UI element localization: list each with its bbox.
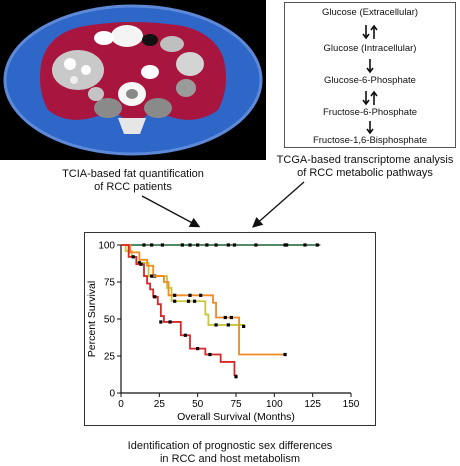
censor-mark [150,274,154,278]
survival-curve-3 [121,244,286,356]
ct-scan-image [0,0,266,160]
censor-mark [139,262,143,266]
pathway-box: Glucose (Extracellular) Glucose (Intrace… [284,2,456,148]
y-tick-label: 75 [104,278,116,289]
censor-mark [188,243,192,247]
y-tick-label: 100 [98,241,115,252]
y-tick-label: 50 [104,315,116,326]
bottom-caption: Identification of prognostic sex differe… [90,440,370,466]
censor-mark [226,243,230,247]
arrow-right-to-chart [252,181,305,228]
censor-mark [180,243,184,247]
censor-mark [283,352,287,357]
censor-mark [303,243,307,247]
x-tick-label: 75 [230,399,242,410]
tcga-caption-line1: TCGA-based transcriptome analysis [276,154,454,166]
censor-mark [254,243,258,247]
censor-mark [142,243,146,247]
x-axis-label: Overall Survival (Months) [177,411,295,423]
x-tick-label: 150 [343,399,360,410]
censor-mark [173,299,177,303]
tcga-caption-line2: of RCC metabolic pathways [297,167,433,179]
censor-mark [285,243,289,247]
censor-mark [226,323,230,327]
km-chart-panel: 0 25 50 75 100 0 25 50 75 100 125 150 Overall Survi… [84,232,376,426]
censor-mark [205,243,209,247]
x-tick-label: 100 [266,399,283,410]
censor-mark [168,320,172,324]
reversible-arrow-icon [285,89,455,110]
bottom-caption-line1: Identification of prognostic sex differe… [127,440,333,452]
censor-mark [223,315,227,320]
censor-mark [196,347,200,351]
x-tick-label: 50 [192,399,204,410]
ct-caption-line1: TCIA-based fat quantification [62,168,204,180]
tcga-caption: TCGA-based transcriptome analysis of RCC… [270,154,460,180]
pathway-node-glucose-intracellular: Glucose (Intracellular) [323,43,417,54]
censor-mark [160,243,164,247]
censor-mark [153,295,157,299]
ct-caption: TCIA-based fat quantification of RCC pat… [38,168,228,194]
pathway-node-fructose-6-phosphate: Fructose-6-Phosphate [323,107,417,118]
censor-mark [234,375,238,379]
forward-arrow-icon [285,120,455,138]
ct-caption-line2: of RCC patients [94,181,172,193]
reversible-arrow-icon [285,23,455,44]
x-tick-label: 0 [118,399,124,410]
censor-mark [315,243,319,247]
censor-mark [150,243,154,247]
pathway-node-glucose-extracellular: Glucose (Extracellular) [321,7,419,18]
pathway-node-glucose-6-phosphate: Glucose-6-Phosphate [324,75,416,86]
censor-mark [232,243,237,247]
forward-arrow-icon [285,57,455,78]
y-tick-label: 25 [104,352,116,363]
censor-mark [199,293,203,297]
censor-mark [193,299,197,303]
censor-mark [183,333,187,337]
pathway-node-fructose-1-6-bisphosphate: Fructose-1,6-Bisphosphate [312,135,428,146]
censor-mark [196,243,200,247]
survival-curve-4 [121,244,237,377]
censor-mark [186,299,191,303]
y-axis-label: Percent Survival [86,281,98,357]
censor-mark [159,320,163,324]
censor-mark [188,293,192,297]
censor-mark [208,352,212,357]
x-tick-label: 125 [304,399,321,410]
censor-mark [214,243,218,247]
arrow-left-to-chart [141,195,201,228]
y-tick-label: 0 [109,389,115,400]
censor-mark [173,293,177,297]
censor-mark [214,323,218,327]
bottom-caption-line2: in RCC and host metabolism [159,453,300,465]
censor-mark [242,324,246,328]
x-tick-label: 25 [154,399,166,410]
survival-chart: 0 25 50 75 100 0 25 50 75 100 125 150 Overall Survi… [86,241,360,424]
censor-mark [229,315,233,320]
censor-mark [131,255,135,259]
